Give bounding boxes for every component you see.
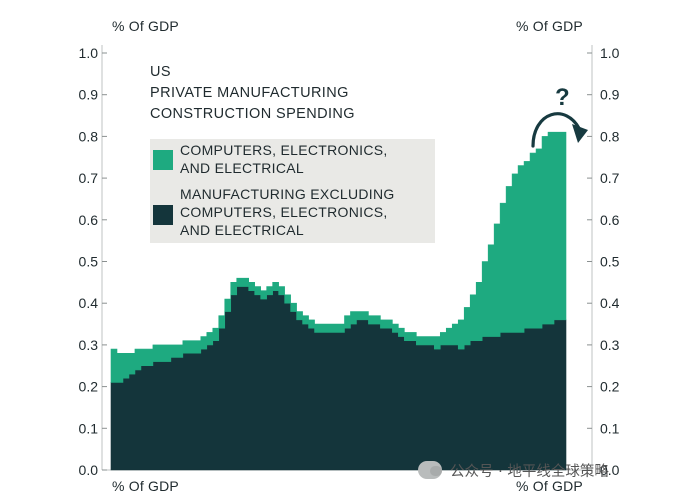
unit-label-top-right: % Of GDP — [516, 18, 583, 34]
unit-label-bottom-right: % Of GDP — [516, 478, 583, 494]
right-tick-label-6: 0.6 — [600, 212, 620, 228]
question-mark-annotation: ? — [555, 84, 570, 111]
right-tick-label-0: 0.0 — [600, 462, 620, 478]
right-tick-label-5: 0.5 — [600, 254, 620, 270]
left-tick-label-6: 0.6 — [79, 212, 99, 228]
left-tick-label-0: 0.0 — [79, 462, 99, 478]
legend-label-computers: COMPUTERS, ELECTRONICS, AND ELECTRICAL — [180, 142, 388, 176]
right-tick-label-8: 0.8 — [600, 128, 620, 144]
left-tick-label-5: 0.5 — [79, 254, 99, 270]
series-area-1 — [110, 131, 567, 383]
right-tick-label-4: 0.4 — [600, 295, 620, 311]
left-tick-label-7: 0.7 — [79, 170, 99, 186]
areas — [110, 131, 567, 471]
left-tick-label-3: 0.3 — [79, 337, 99, 353]
watermark-text: 公众号 · 地平线全球策略 — [450, 463, 609, 480]
left-tick-label-9: 0.9 — [79, 87, 99, 103]
right-tick-label-7: 0.7 — [600, 170, 620, 186]
watermark: 公众号 · 地平线全球策略 — [418, 457, 609, 483]
right-tick-label-9: 0.9 — [600, 87, 620, 103]
chart-title-line-3: CONSTRUCTION SPENDING — [150, 106, 355, 122]
legend-label-manufacturing: MANUFACTURING EXCLUDING COMPUTERS, ELECT… — [180, 186, 395, 238]
left-tick-label-8: 0.8 — [79, 128, 99, 144]
left-tick-label-10: 1.0 — [79, 45, 99, 61]
right-tick-label-3: 0.3 — [600, 337, 620, 353]
right-tick-label-10: 1.0 — [600, 45, 620, 61]
right-tick-label-2: 0.2 — [600, 379, 620, 395]
axes: 0.0 0.0 0.1 0.1 0.2 0.2 0.3 0.3 0.4 0.4 0.5 0.5 0.6 0… — [79, 45, 620, 478]
chart-title-line-1: US — [150, 64, 171, 80]
legend-swatch-manufacturing — [153, 205, 173, 225]
left-tick-label-2: 0.2 — [79, 379, 99, 395]
legend-swatch-computers — [153, 150, 173, 170]
legend: COMPUTERS, ELECTRONICS, AND ELECTRICAL M… — [150, 139, 435, 243]
unit-label-bottom-left: % Of GDP — [112, 478, 179, 494]
wechat-icon — [418, 461, 442, 479]
chart-title-line-2: PRIVATE MANUFACTURING — [150, 85, 349, 101]
left-tick-label-1: 0.1 — [79, 420, 99, 436]
curved-arrow-annotation — [531, 112, 588, 148]
unit-label-top-left: % Of GDP — [112, 18, 179, 34]
right-tick-label-1: 0.1 — [600, 420, 620, 436]
left-tick-label-4: 0.4 — [79, 295, 99, 311]
